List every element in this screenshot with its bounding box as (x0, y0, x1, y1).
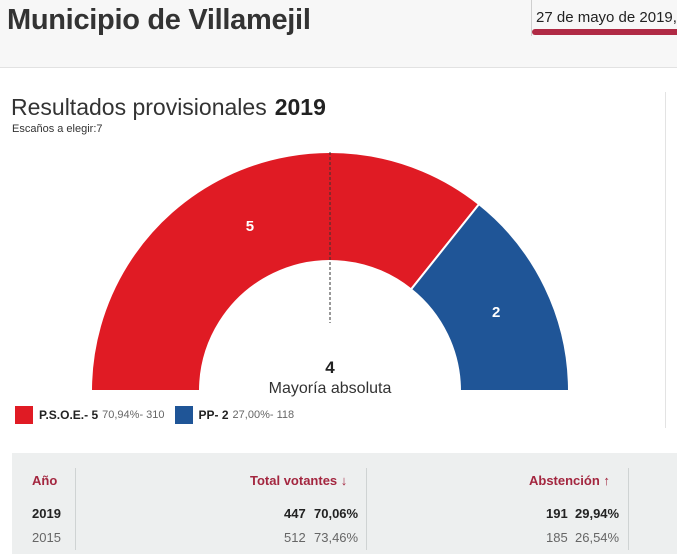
results-year: 2019 (274, 94, 326, 120)
seat-segment-pp[interactable] (409, 202, 571, 392)
municipality-title: Municipio de Villamejil (7, 4, 311, 36)
legend-name-pp: PP- 2 (198, 408, 229, 422)
seat-segment-psoe[interactable] (89, 151, 481, 392)
results-title: Resultados provisionales (11, 94, 267, 120)
row-total-votes: 447 (284, 506, 306, 521)
col-header-abstention[interactable]: Abstención ↑ (529, 473, 610, 488)
row-abst-votes: 185 (546, 530, 568, 545)
row-total-pct: 70,06% (314, 506, 359, 521)
legend-swatch-pp (174, 406, 193, 424)
row-total-votes: 512 (284, 530, 306, 545)
chart-legend: P.S.O.E.- 5 70,94%- 310 PP- 2 27,00%- 11… (15, 406, 304, 424)
col-header-year: Año (32, 473, 58, 488)
seats-to-elect: Escaños a elegir:7 (12, 123, 103, 135)
legend-swatch-psoe (15, 406, 33, 424)
majority-label: Mayoría absoluta (269, 380, 392, 397)
row-total-pct: 73,46% (314, 530, 359, 545)
seat-count-label: 2 (492, 304, 500, 321)
participation-table (12, 453, 677, 554)
date-selector[interactable]: 27 de mayo de 2019, (531, 0, 677, 36)
seat-count-label: 5 (246, 218, 254, 235)
row-abst-votes: 191 (546, 506, 568, 521)
date-underline (532, 29, 677, 35)
table-separator (628, 468, 629, 550)
legend-meta-pp: 27,00%- 118 (232, 409, 295, 421)
page-header: Municipio de Villamejil 27 de mayo de 20… (0, 0, 677, 68)
col-header-total-voters[interactable]: Total votantes ↓ (250, 473, 348, 488)
row-abst-pct: 29,94% (575, 506, 620, 521)
panel-divider (665, 92, 666, 428)
results-heading: Resultados provisionales 2019 (11, 94, 326, 121)
table-separator (75, 468, 76, 550)
table-separator (366, 468, 367, 550)
majority-value: 4 (325, 358, 335, 377)
election-date: 27 de mayo de 2019, (536, 9, 677, 26)
legend-meta-psoe: 70,94%- 310 (102, 409, 165, 421)
row-year: 2019 (32, 506, 61, 521)
legend-item-pp: PP- 2 27,00%- 118 (174, 406, 295, 424)
legend-item-psoe: P.S.O.E.- 5 70,94%- 310 (15, 406, 165, 424)
legend-name-psoe: P.S.O.E.- 5 (39, 408, 99, 422)
row-abst-pct: 26,54% (575, 530, 620, 545)
seat-chart: 5 2 4 Mayoría absoluta (89, 151, 571, 397)
row-year: 2015 (32, 530, 61, 545)
